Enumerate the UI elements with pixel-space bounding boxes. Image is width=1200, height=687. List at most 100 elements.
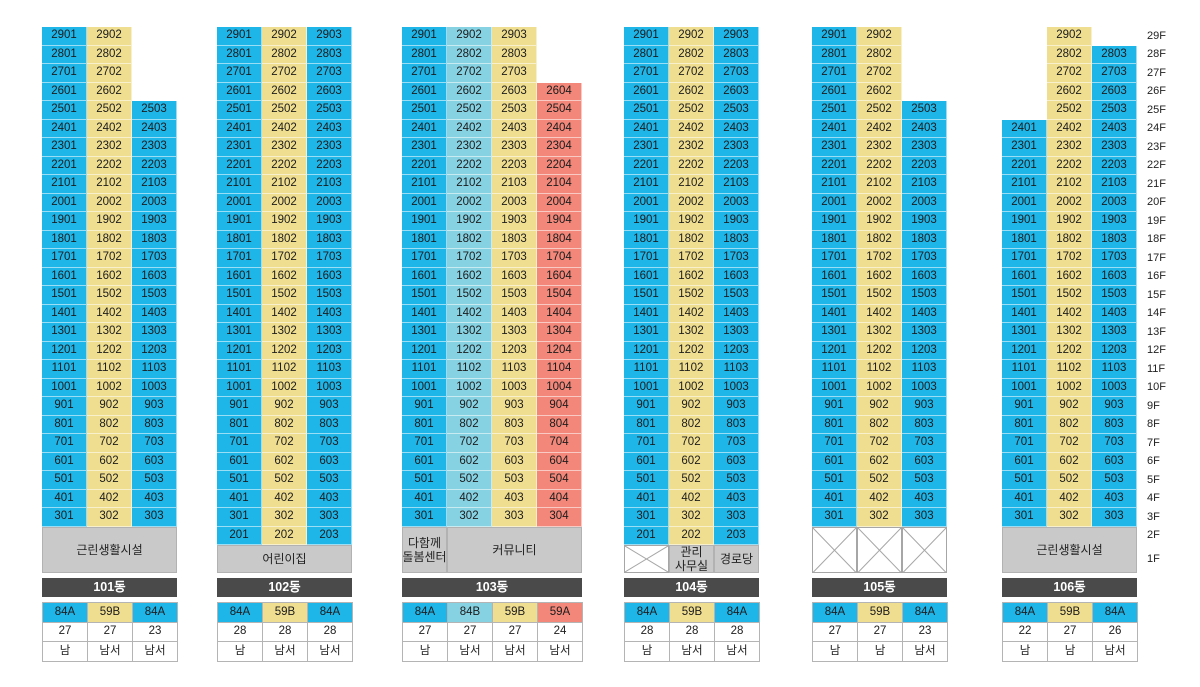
unit-cell: 801 — [624, 415, 669, 434]
unit-cell: 1803 — [307, 230, 352, 249]
unit-cell: 1201 — [42, 341, 87, 360]
unit-count-cell: 28 — [307, 621, 353, 642]
unit-cell: 1203 — [492, 341, 537, 360]
unit-cell: 1902 — [669, 212, 714, 231]
unit-cell: 1602 — [262, 267, 307, 286]
unit-cell: 2403 — [714, 119, 759, 138]
unit-cell: 902 — [262, 397, 307, 416]
unit-cell: 2801 — [217, 45, 262, 64]
unit-cell: 1304 — [537, 323, 582, 342]
unit-cell: 2702 — [262, 64, 307, 83]
unit-count-cell: 28 — [669, 621, 715, 642]
unit-cell: 2401 — [624, 119, 669, 138]
unit-cell: 2403 — [1092, 119, 1137, 138]
unit-count-cell: 28 — [217, 621, 263, 642]
unit-cell: 1101 — [42, 360, 87, 379]
unit-cell: 1802 — [669, 230, 714, 249]
building-label: 106동 — [1002, 578, 1137, 597]
unit-cell: 1203 — [132, 341, 177, 360]
unit-type-cell: 59B — [857, 602, 903, 623]
unit-cell: 901 — [402, 397, 447, 416]
unit-cell: 601 — [624, 452, 669, 471]
unit-cell: 2602 — [262, 82, 307, 101]
unit-cell: 1801 — [217, 230, 262, 249]
unit-cell: 802 — [669, 415, 714, 434]
unit-cell: 2303 — [492, 138, 537, 157]
cross-lines — [903, 528, 946, 573]
unit-cell: 1403 — [132, 304, 177, 323]
floor-label: 1F — [1147, 552, 1160, 565]
unit-cell: 1201 — [1002, 341, 1047, 360]
unit-cell: 803 — [1092, 415, 1137, 434]
unit-cell: 1302 — [669, 323, 714, 342]
unit-cell: 801 — [1002, 415, 1047, 434]
unit-cell: 1502 — [1047, 286, 1092, 305]
unit-cell: 1503 — [492, 286, 537, 305]
unit-cell: 1203 — [714, 341, 759, 360]
unit-cell: 802 — [447, 415, 492, 434]
unit-cell: 1901 — [624, 212, 669, 231]
unit-cell: 2403 — [307, 119, 352, 138]
unit-cell: 1403 — [714, 304, 759, 323]
unit-cell: 1903 — [902, 212, 947, 231]
piloti-x-icon — [624, 545, 669, 573]
unit-cell: 2001 — [42, 193, 87, 212]
unit-cell: 1402 — [262, 304, 307, 323]
unit-cell: 1803 — [1092, 230, 1137, 249]
unit-cell: 2401 — [217, 119, 262, 138]
unit-cell: 1202 — [669, 341, 714, 360]
building-label: 104동 — [624, 578, 759, 597]
floor-label: 4F — [1147, 492, 1160, 505]
unit-cell: 2203 — [902, 156, 947, 175]
unit-cell: 603 — [1092, 452, 1137, 471]
unit-cell: 1102 — [1047, 360, 1092, 379]
unit-cell: 203 — [307, 526, 352, 545]
unit-cell: 1602 — [447, 267, 492, 286]
unit-cell: 1301 — [42, 323, 87, 342]
floor-label: 24F — [1147, 122, 1166, 135]
unit-cell: 2002 — [447, 193, 492, 212]
unit-cell: 1603 — [492, 267, 537, 286]
unit-cell: 1702 — [857, 249, 902, 268]
unit-count-cell: 27 — [447, 621, 493, 642]
unit-cell: 2503 — [714, 101, 759, 120]
unit-cell: 2102 — [262, 175, 307, 194]
unit-cell: 703 — [902, 434, 947, 453]
floor-label: 11F — [1147, 362, 1166, 375]
unit-cell: 2802 — [669, 45, 714, 64]
unit-cell: 1502 — [262, 286, 307, 305]
unit-cell: 1203 — [307, 341, 352, 360]
orientation-cell: 남서 — [537, 641, 583, 662]
unit-cell: 1802 — [1047, 230, 1092, 249]
unit-cell: 1203 — [1092, 341, 1137, 360]
unit-cell: 503 — [307, 471, 352, 490]
unit-cell: 2801 — [42, 45, 87, 64]
facility-box: 경로당 — [714, 545, 759, 573]
unit-cell: 304 — [537, 508, 582, 527]
floor-label: 13F — [1147, 325, 1166, 338]
unit-cell: 2503 — [307, 101, 352, 120]
unit-cell: 1602 — [669, 267, 714, 286]
unit-cell: 1401 — [402, 304, 447, 323]
orientation-cell: 남서 — [262, 641, 308, 662]
unit-cell: 1103 — [714, 360, 759, 379]
unit-cell: 2501 — [217, 101, 262, 120]
unit-type-cell: 84A — [132, 602, 178, 623]
unit-cell: 1501 — [812, 286, 857, 305]
unit-cell: 2103 — [307, 175, 352, 194]
unit-cell: 2402 — [447, 119, 492, 138]
unit-cell: 2803 — [714, 45, 759, 64]
unit-cell: 1702 — [669, 249, 714, 268]
unit-cell: 302 — [447, 508, 492, 527]
unit-type-cell: 59A — [537, 602, 583, 623]
unit-cell: 2203 — [307, 156, 352, 175]
unit-cell: 1704 — [537, 249, 582, 268]
unit-cell: 401 — [812, 489, 857, 508]
facility-label: 근린생활시설 — [76, 542, 143, 557]
unit-cell: 202 — [669, 526, 714, 545]
unit-count-cell: 22 — [1002, 621, 1048, 642]
unit-cell: 1103 — [1092, 360, 1137, 379]
unit-cell: 1101 — [217, 360, 262, 379]
unit-cell: 303 — [307, 508, 352, 527]
